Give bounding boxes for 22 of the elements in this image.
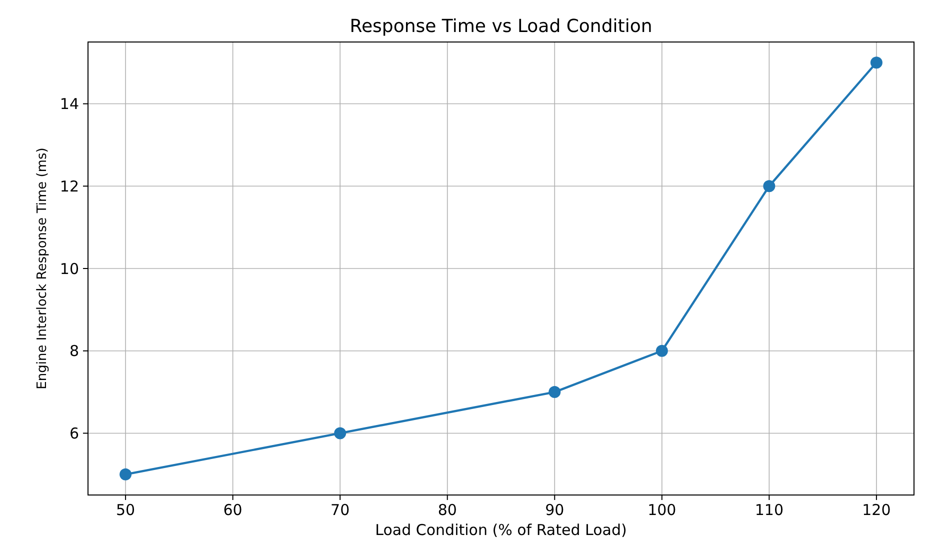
point bbox=[763, 180, 776, 192]
chart-title: Response Time vs Load Condition bbox=[350, 16, 652, 37]
point bbox=[120, 468, 132, 480]
x-tick-label: 90 bbox=[545, 501, 564, 519]
x-tick-label: 50 bbox=[116, 501, 136, 519]
x-tick-label: 100 bbox=[648, 501, 676, 519]
point bbox=[870, 56, 882, 69]
y-axis-title: Engine Interlock Response Time (ms) bbox=[35, 148, 50, 390]
x-tick-label: 80 bbox=[438, 501, 457, 519]
y-tick-label: 14 bbox=[60, 95, 79, 114]
x-tick-label: 120 bbox=[862, 501, 891, 519]
x-tick-label: 60 bbox=[223, 501, 242, 519]
y-tick-label: 8 bbox=[69, 342, 79, 360]
x-tick-label: 110 bbox=[754, 501, 784, 519]
point bbox=[334, 427, 346, 440]
point bbox=[656, 344, 668, 357]
x-axis-title: Load Condition (% of Rated Load) bbox=[375, 521, 627, 539]
x-tick-label: 70 bbox=[330, 501, 350, 519]
y-tick-label: 6 bbox=[69, 424, 79, 442]
y-tick-label: 10 bbox=[60, 260, 79, 278]
point bbox=[548, 386, 561, 398]
y-tick-label: 12 bbox=[60, 177, 79, 196]
